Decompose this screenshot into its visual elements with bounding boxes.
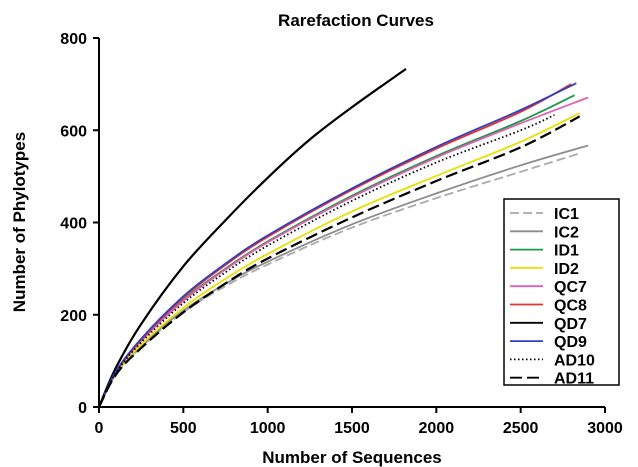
y-axis-title: Number of Phylotypes: [10, 132, 29, 312]
y-tick-label: 400: [60, 216, 87, 233]
legend-label-ic2: IC2: [554, 224, 579, 241]
chart-title: Rarefaction Curves: [278, 11, 434, 30]
x-tick-label: 500: [170, 420, 197, 437]
y-tick-label: 200: [60, 308, 87, 325]
y-tick-label: 600: [60, 123, 87, 140]
x-tick-label: 3000: [587, 420, 623, 437]
x-axis-ticks: 0 500 1000 1500 2000 2500 3000: [95, 407, 623, 437]
series-line-ad11: [98, 115, 581, 408]
legend-label-ad11: AD11: [554, 371, 594, 388]
legend-label-id2: ID2: [554, 261, 579, 278]
legend-label-id1: ID1: [554, 243, 579, 260]
y-tick-label: 800: [60, 31, 87, 48]
x-tick-label: 2500: [503, 420, 539, 437]
legend-box: [503, 198, 620, 386]
x-tick-label: 1000: [250, 420, 286, 437]
legend-label-qd7: QD7: [554, 316, 587, 333]
plot-area: 0 500 1000 1500 2000 2500 3000 0 200 400 600 800: [60, 31, 623, 437]
series-line-qc8: [98, 83, 572, 408]
series-lines: [97, 68, 589, 408]
legend-label-qc7: QC7: [554, 279, 587, 296]
y-axis-ticks: 0 200 400 600 800: [60, 31, 99, 417]
legend-label-qd9: QD9: [554, 334, 587, 351]
x-tick-label: 2000: [419, 420, 455, 437]
x-axis-title: Number of Sequences: [262, 448, 442, 467]
legend-label-ad10: AD10: [554, 352, 595, 369]
x-tick-label: 1500: [334, 420, 370, 437]
legend-label-qc8: QC8: [554, 298, 587, 315]
x-tick-label: 0: [95, 420, 104, 437]
series-line-ad10: [98, 114, 555, 408]
series-line-qd7: [97, 68, 407, 408]
y-tick-label: 0: [78, 400, 87, 417]
series-line-qd9: [98, 82, 577, 408]
series-line-id2: [98, 112, 581, 408]
legend-label-ic1: IC1: [554, 206, 579, 223]
